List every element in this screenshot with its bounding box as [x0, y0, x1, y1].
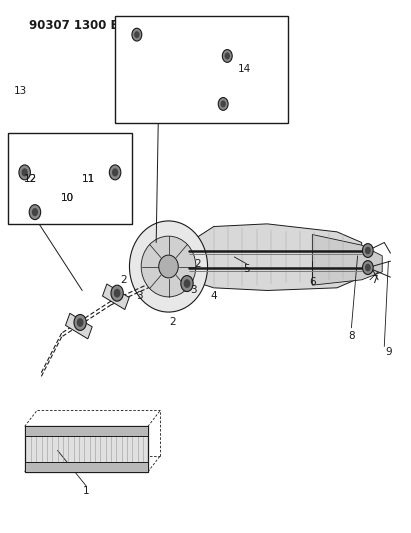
Text: 2: 2 [194, 259, 201, 269]
Circle shape [134, 31, 140, 38]
Bar [25, 426, 148, 436]
Circle shape [218, 98, 228, 110]
Circle shape [365, 247, 371, 254]
Text: 10: 10 [61, 193, 74, 203]
Circle shape [220, 100, 226, 108]
Text: 6: 6 [309, 278, 316, 287]
Bar [8, 133, 132, 224]
Circle shape [224, 52, 230, 60]
Text: 11: 11 [82, 174, 95, 183]
Text: 90307 1300 B: 90307 1300 B [29, 19, 119, 31]
Ellipse shape [141, 236, 196, 297]
Circle shape [111, 285, 123, 301]
Text: 1: 1 [83, 487, 90, 496]
Text: 4: 4 [210, 291, 217, 301]
Circle shape [29, 205, 41, 220]
Text: 10: 10 [61, 193, 74, 203]
Circle shape [74, 314, 86, 330]
Circle shape [32, 208, 38, 216]
Text: 9: 9 [385, 347, 392, 357]
Bar [102, 284, 129, 310]
Circle shape [19, 165, 30, 180]
Text: 13: 13 [14, 86, 27, 95]
Circle shape [184, 279, 190, 288]
Bar [115, 16, 288, 123]
Bar [25, 426, 148, 472]
Circle shape [181, 276, 193, 292]
Circle shape [363, 261, 373, 274]
Text: 3: 3 [190, 286, 196, 295]
Text: 5: 5 [243, 264, 250, 274]
Ellipse shape [159, 255, 178, 278]
Text: 2: 2 [169, 318, 176, 327]
Circle shape [365, 264, 371, 271]
Circle shape [363, 244, 373, 257]
Polygon shape [189, 224, 362, 290]
Text: 12: 12 [24, 174, 37, 183]
Ellipse shape [129, 221, 208, 312]
Circle shape [109, 165, 121, 180]
Bar [65, 313, 92, 339]
Text: 8: 8 [348, 331, 355, 341]
Circle shape [114, 289, 120, 297]
Text: 7: 7 [371, 275, 377, 285]
Polygon shape [312, 235, 382, 285]
Circle shape [77, 318, 83, 327]
Text: 2: 2 [120, 275, 127, 285]
Text: 3: 3 [136, 291, 143, 301]
Text: 12: 12 [24, 174, 37, 183]
Circle shape [21, 168, 28, 176]
Bar [25, 462, 148, 472]
Circle shape [222, 50, 232, 62]
Circle shape [112, 168, 118, 176]
Circle shape [132, 28, 142, 41]
Text: 11: 11 [82, 174, 95, 183]
Text: 14: 14 [238, 64, 251, 74]
